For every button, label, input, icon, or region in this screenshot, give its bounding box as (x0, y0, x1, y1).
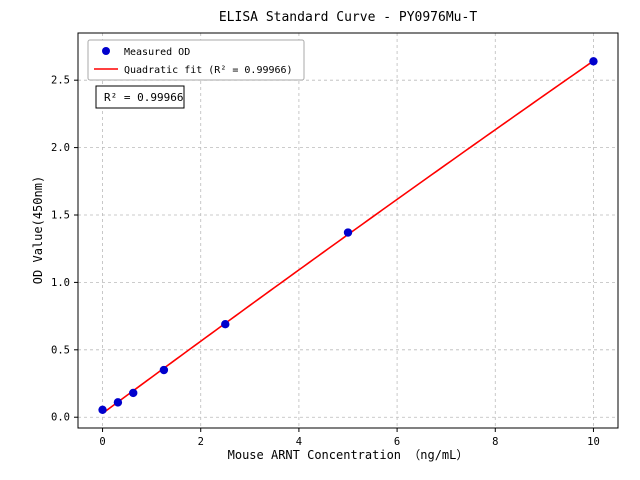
plot-border (77, 32, 619, 429)
y-tick-label: 1.5 (51, 209, 70, 221)
x-axis-label: Mouse ARNT Concentration （ng/mL） (227, 448, 469, 462)
legend-marker-measured-od (102, 47, 110, 55)
quadratic-fit-line (102, 60, 594, 415)
y-tick-label: 2.5 (51, 75, 70, 87)
chart-title: ELISA Standard Curve - PY0976Mu-T (218, 10, 478, 25)
x-tick-label: 6 (394, 436, 400, 448)
x-tick-label: 10 (587, 436, 600, 448)
legend: Measured OD Quadratic fit (R² = 0.99966) (87, 39, 305, 81)
scatter-point (129, 388, 138, 398)
x-tick-label: 4 (296, 436, 302, 448)
y-tick-label: 2.0 (51, 142, 70, 154)
scatter-point (98, 405, 107, 415)
scatter-point (113, 398, 123, 407)
y-tick-label: 0.5 (51, 344, 70, 356)
scatter-point (159, 365, 169, 375)
annotation-box (95, 85, 185, 109)
legend-label-quadratic-fit: Quadratic fit (R² = 0.99966) (124, 65, 293, 76)
scatter-point (221, 319, 230, 329)
y-tick-label: 1.0 (51, 277, 70, 289)
r-squared-annotation: R² = 0.99966 (95, 85, 185, 109)
scatter-point (343, 228, 353, 237)
annotation-text: R² = 0.99966 (104, 91, 183, 104)
legend-box (87, 39, 305, 81)
scatter-point (589, 57, 598, 66)
axes-layer: 0 2 4 6 8 10 0.0 0.5 1.0 1.5 2.0 2.5 (51, 32, 619, 448)
scatter-layer (98, 57, 598, 415)
legend-label-measured-od: Measured OD (124, 47, 190, 58)
fit-line-layer (102, 60, 594, 415)
y-axis-label: OD Value(450nm) (31, 175, 45, 285)
x-tick-label: 8 (492, 436, 498, 448)
x-tick-label: 0 (99, 436, 105, 448)
y-tick-label: 0.0 (51, 412, 70, 424)
x-tick-label: 2 (198, 436, 204, 448)
